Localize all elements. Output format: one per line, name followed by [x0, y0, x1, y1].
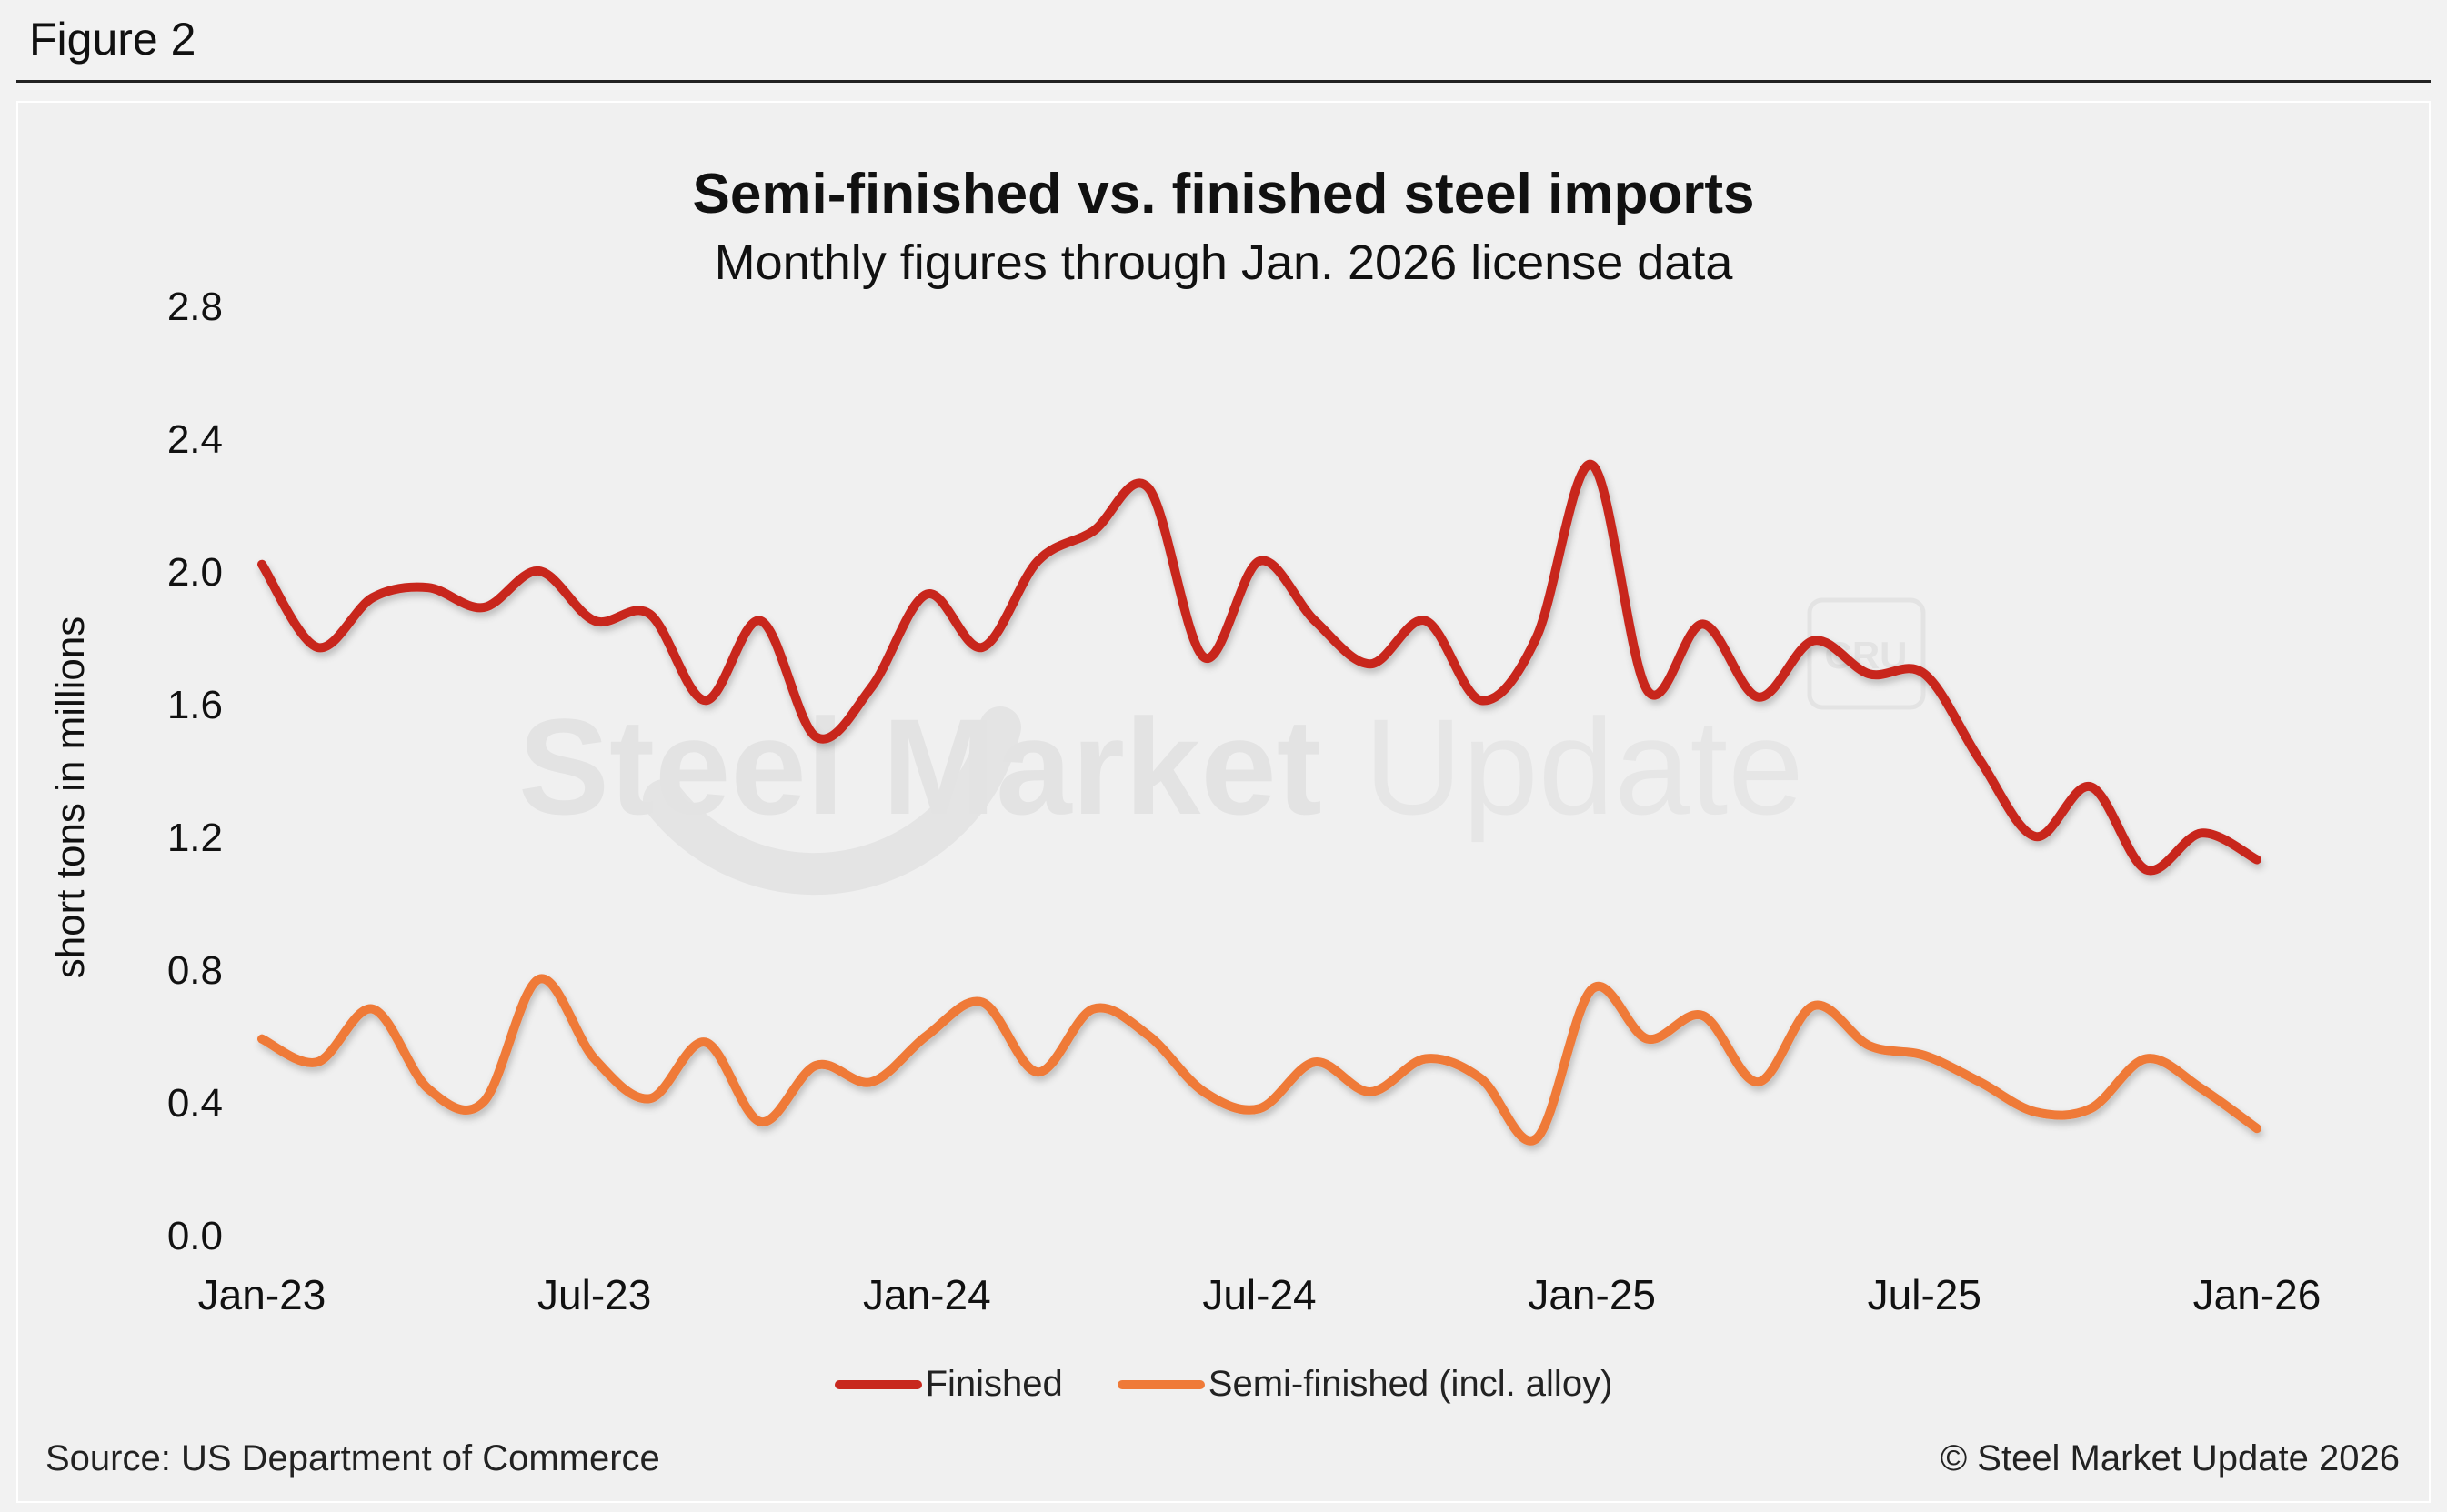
chart-panel	[16, 101, 2431, 1503]
y-tick-label: 2.0	[167, 550, 223, 595]
source-note: Source: US Department of Commerce	[45, 1438, 660, 1478]
series-line-finished	[257, 460, 2261, 876]
legend-item-semi-finished: Semi-finished (incl. alloy)	[1117, 1364, 1613, 1405]
watermark-text-bold: Steel Market	[518, 690, 1322, 843]
chart-subtitle: Monthly figures through Jan. 2026 licens…	[714, 235, 1733, 290]
y-tick-label: 2.4	[167, 417, 223, 462]
x-tick-label: Jul-24	[1202, 1271, 1316, 1318]
legend-label-finished: Finished	[925, 1364, 1063, 1404]
x-tick-label: Jul-25	[1868, 1271, 1981, 1318]
y-tick-label: 1.6	[167, 683, 223, 727]
y-axis-title: short tons in millions	[48, 616, 93, 979]
watermark-logo: Steel Market Update CRU	[518, 597, 1926, 896]
legend-label-semi-finished: Semi-finished (incl. alloy)	[1208, 1364, 1613, 1404]
header-rule	[16, 80, 2431, 83]
copyright-note: © Steel Market Update 2026	[1940, 1438, 2400, 1478]
y-tick-label: 0.8	[167, 948, 223, 993]
x-tick-label: Jan-23	[198, 1271, 326, 1318]
y-tick-label: 0.4	[167, 1081, 223, 1126]
x-tick-label: Jan-26	[2193, 1271, 2322, 1318]
chart-legend: Finished Semi-finished (incl. alloy)	[0, 1364, 2447, 1405]
figure-label: Figure 2	[29, 14, 196, 65]
y-tick-label: 2.8	[167, 285, 223, 329]
x-tick-label: Jan-25	[1528, 1271, 1656, 1318]
legend-item-finished: Finished	[834, 1364, 1063, 1405]
y-tick-label: 0.0	[167, 1214, 223, 1258]
x-tick-label: Jan-24	[863, 1271, 991, 1318]
x-tick-label: Jul-23	[537, 1271, 651, 1318]
series-line-semi-finished	[257, 974, 2261, 1146]
watermark-badge	[1807, 597, 1926, 710]
chart-title: Semi-finished vs. finished steel imports	[692, 163, 1755, 225]
watermark-text-light: Update	[1364, 690, 1804, 843]
y-tick-label: 1.2	[167, 816, 223, 860]
legend-swatch-finished	[834, 1379, 922, 1389]
legend-swatch-semi-finished	[1117, 1379, 1205, 1389]
watermark-swoosh	[643, 706, 1021, 896]
